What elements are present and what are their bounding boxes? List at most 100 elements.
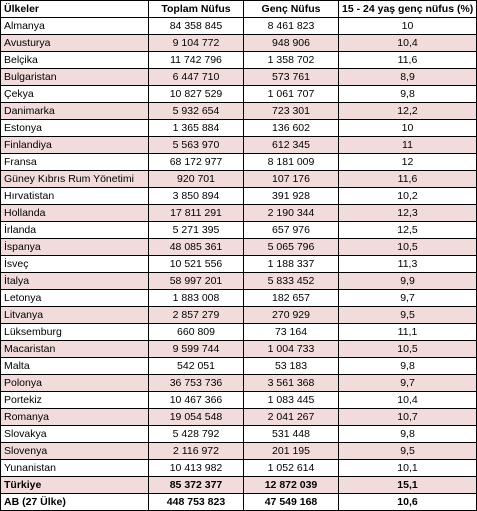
table-row: Polonya 36 753 736 3 561 368 9,7 [0, 374, 477, 392]
total-population-cell: 9 104 772 [148, 34, 244, 52]
youth-population-cell: 8 181 009 [243, 153, 339, 171]
header-row: Ülkeler Toplam Nüfus Genç Nüfus 15 - 24 … [0, 0, 477, 18]
youth-share-cell: 11,3 [338, 255, 477, 273]
header-country: Ülkeler [0, 0, 149, 18]
total-population-cell: 9 599 744 [148, 340, 244, 358]
youth-share-cell: 10,4 [338, 391, 477, 409]
youth-population-cell: 391 928 [243, 187, 339, 205]
youth-population-cell: 1 188 337 [243, 255, 339, 273]
youth-population-cell: 107 176 [243, 170, 339, 188]
country-cell: Letonya [0, 289, 149, 307]
youth-population-cell: 573 761 [243, 68, 339, 86]
youth-population-cell: 1 083 445 [243, 391, 339, 409]
header-youth-share: 15 - 24 yaş genç nüfus (%) [338, 0, 477, 18]
country-cell: Fransa [0, 153, 149, 171]
table-row: Belçika 11 742 796 1 358 702 11,6 [0, 51, 477, 69]
total-population-cell: 5 428 792 [148, 425, 244, 443]
table-row: Slovenya 2 116 972 201 195 9,5 [0, 442, 477, 460]
country-cell: Macaristan [0, 340, 149, 358]
total-population-cell: 6 447 710 [148, 68, 244, 86]
table-row: Avusturya 9 104 772 948 906 10,4 [0, 34, 477, 52]
table-row: Çekya 10 827 529 1 061 707 9,8 [0, 85, 477, 103]
table-row: Finlandiya 5 563 970 612 345 11 [0, 136, 477, 154]
country-cell: İsveç [0, 255, 149, 273]
youth-population-cell: 5 833 452 [243, 272, 339, 290]
youth-share-cell: 9,5 [338, 306, 477, 324]
country-cell: Bulgaristan [0, 68, 149, 86]
youth-share-cell: 10 [338, 17, 477, 35]
youth-population-cell: 1 061 707 [243, 85, 339, 103]
total-population-cell: 48 085 361 [148, 238, 244, 256]
youth-share-cell: 12,5 [338, 221, 477, 239]
table-row: Estonya 1 365 884 136 602 10 [0, 119, 477, 137]
total-population-cell: 5 271 395 [148, 221, 244, 239]
country-cell: AB (27 Ülke) [0, 493, 149, 511]
total-population-cell: 84 358 845 [148, 17, 244, 35]
table-row: Hırvatistan 3 850 894 391 928 10,2 [0, 187, 477, 205]
total-population-cell: 1 365 884 [148, 119, 244, 137]
youth-population-cell: 3 561 368 [243, 374, 339, 392]
country-cell: Slovenya [0, 442, 149, 460]
table-row: Yunanistan 10 413 982 1 052 614 10,1 [0, 459, 477, 477]
youth-share-cell: 11 [338, 136, 477, 154]
table-row: Litvanya 2 857 279 270 929 9,5 [0, 306, 477, 324]
country-cell: Finlandiya [0, 136, 149, 154]
youth-share-cell: 9,8 [338, 425, 477, 443]
country-cell: Lüksemburg [0, 323, 149, 341]
total-population-cell: 10 827 529 [148, 85, 244, 103]
youth-population-cell: 2 041 267 [243, 408, 339, 426]
youth-share-cell: 9,8 [338, 357, 477, 375]
country-cell: Estonya [0, 119, 149, 137]
total-population-cell: 10 467 366 [148, 391, 244, 409]
country-cell: Yunanistan [0, 459, 149, 477]
country-cell: Hollanda [0, 204, 149, 222]
youth-population-cell: 201 195 [243, 442, 339, 460]
youth-population-cell: 12 872 039 [243, 476, 339, 494]
total-population-cell: 3 850 894 [148, 187, 244, 205]
table-row: Malta 542 051 53 183 9,8 [0, 357, 477, 375]
youth-population-cell: 723 301 [243, 102, 339, 120]
total-population-cell: 68 172 977 [148, 153, 244, 171]
country-cell: Güney Kıbrıs Rum Yönetimi [0, 170, 149, 188]
table-row: Lüksemburg 660 809 73 164 11,1 [0, 323, 477, 341]
youth-share-cell: 15,1 [338, 476, 477, 494]
youth-share-cell: 8,9 [338, 68, 477, 86]
youth-share-cell: 12 [338, 153, 477, 171]
youth-share-cell: 10,5 [338, 340, 477, 358]
youth-population-cell: 136 602 [243, 119, 339, 137]
table-row: AB (27 Ülke) 448 753 823 47 549 168 10,6 [0, 493, 477, 511]
total-population-cell: 660 809 [148, 323, 244, 341]
table-row: Romanya 19 054 548 2 041 267 10,7 [0, 408, 477, 426]
country-cell: Polonya [0, 374, 149, 392]
youth-share-cell: 10,4 [338, 34, 477, 52]
youth-population-cell: 47 549 168 [243, 493, 339, 511]
youth-population-cell: 1 004 733 [243, 340, 339, 358]
table-row: Bulgaristan 6 447 710 573 761 8,9 [0, 68, 477, 86]
total-population-cell: 85 372 377 [148, 476, 244, 494]
youth-population-cell: 182 657 [243, 289, 339, 307]
total-population-cell: 19 054 548 [148, 408, 244, 426]
youth-share-cell: 11,6 [338, 170, 477, 188]
total-population-cell: 920 701 [148, 170, 244, 188]
header-youth-population: Genç Nüfus [243, 0, 339, 18]
youth-population-cell: 612 345 [243, 136, 339, 154]
table-row: Letonya 1 883 008 182 657 9,7 [0, 289, 477, 307]
total-population-cell: 2 857 279 [148, 306, 244, 324]
total-population-cell: 11 742 796 [148, 51, 244, 69]
table-row: İtalya 58 997 201 5 833 452 9,9 [0, 272, 477, 290]
total-population-cell: 36 753 736 [148, 374, 244, 392]
total-population-cell: 17 811 291 [148, 204, 244, 222]
country-cell: Danimarka [0, 102, 149, 120]
table-row: Slovakya 5 428 792 531 448 9,8 [0, 425, 477, 443]
table-row: Fransa 68 172 977 8 181 009 12 [0, 153, 477, 171]
country-cell: Romanya [0, 408, 149, 426]
total-population-cell: 58 997 201 [148, 272, 244, 290]
youth-share-cell: 11,6 [338, 51, 477, 69]
table-row: İrlanda 5 271 395 657 976 12,5 [0, 221, 477, 239]
youth-population-cell: 948 906 [243, 34, 339, 52]
country-cell: Slovakya [0, 425, 149, 443]
country-cell: İrlanda [0, 221, 149, 239]
table-row: Güney Kıbrıs Rum Yönetimi 920 701 107 176 1… [0, 170, 477, 188]
total-population-cell: 5 563 970 [148, 136, 244, 154]
